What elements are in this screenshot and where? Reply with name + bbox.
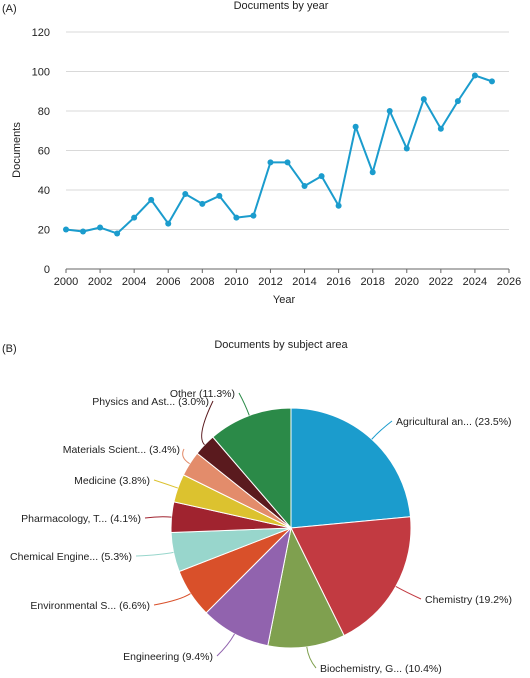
pie-slice-label: Chemical Engine... (5.3%)	[10, 551, 132, 563]
data-point	[131, 214, 138, 221]
x-tick-label: 2000	[54, 276, 78, 288]
data-point	[250, 212, 257, 219]
pie-slice-label: Chemistry (19.2%)	[425, 594, 512, 606]
x-tick-label: 2004	[122, 276, 146, 288]
panel-a-label: (A)	[2, 3, 17, 15]
x-tick-label: 2002	[88, 276, 112, 288]
data-point	[267, 159, 274, 166]
pie-chart-title: Documents by subject area	[214, 339, 348, 351]
y-tick-label: 0	[44, 264, 50, 276]
leader-line	[371, 420, 393, 440]
pie-slice-label: Pharmacology, T... (4.1%)	[21, 513, 141, 525]
y-tick-label: 20	[38, 225, 50, 237]
leader-line	[153, 479, 179, 489]
y-tick-label: 120	[32, 27, 50, 39]
data-point	[233, 214, 240, 221]
data-point	[488, 78, 495, 85]
leader-line	[135, 551, 174, 557]
data-point	[403, 145, 410, 152]
data-point	[335, 202, 342, 209]
leader-line	[306, 646, 317, 669]
data-point	[182, 190, 189, 197]
line-chart-x-ticks: 2000 2002 2004 2006 2008 2010 2012 2014 2016 2018…	[54, 269, 521, 288]
pie-slice-label: Other (11.3%)	[170, 388, 235, 400]
data-point	[216, 192, 223, 199]
data-point	[437, 125, 444, 132]
data-point	[148, 196, 155, 203]
data-point	[284, 159, 291, 166]
x-tick-label: 2008	[190, 276, 214, 288]
line-chart-title: Documents by year	[234, 0, 329, 12]
x-tick-label: 2026	[497, 276, 521, 288]
data-point	[454, 98, 461, 105]
line-chart-y-axis-label: Documents	[11, 122, 23, 178]
data-point	[318, 173, 325, 180]
x-tick-label: 2018	[360, 276, 384, 288]
pie-slice-label: Medicine (3.8%)	[74, 475, 150, 487]
data-point	[471, 72, 478, 79]
data-point	[386, 108, 393, 114]
data-point	[420, 96, 427, 103]
x-tick-label: 2016	[326, 276, 350, 288]
x-tick-label: 2022	[429, 276, 453, 288]
pie-slice	[290, 516, 412, 637]
y-tick-label: 40	[38, 185, 50, 197]
pie-slice-label: Engineering (9.4%)	[123, 651, 213, 663]
line-chart-grid	[66, 31, 509, 270]
data-point	[80, 228, 87, 235]
y-tick-label: 100	[32, 67, 50, 79]
x-tick-label: 2010	[224, 276, 248, 288]
leader-line	[216, 633, 235, 657]
x-tick-label: 2012	[258, 276, 282, 288]
pie-slice	[267, 526, 345, 649]
leader-line	[153, 593, 191, 606]
data-point	[301, 183, 308, 190]
data-point	[369, 169, 376, 176]
line-chart-x-axis-label: Year	[273, 294, 296, 306]
leader-line	[182, 448, 190, 465]
x-tick-label: 2006	[156, 276, 180, 288]
data-point	[165, 220, 172, 227]
data-point	[199, 200, 206, 207]
y-tick-label: 60	[38, 146, 50, 158]
pie-slice-label: Environmental S... (6.6%)	[30, 600, 150, 612]
pie-slice-label: Agricultural an... (23.5%)	[396, 416, 512, 428]
y-tick-label: 80	[38, 106, 50, 118]
x-tick-label: 2014	[292, 276, 316, 288]
pie-slice	[212, 407, 292, 530]
pie-slice-label: Materials Scient... (3.4%)	[63, 444, 180, 456]
pie-chart: Agricultural an... (23.5%) Chemistry (19.…	[10, 388, 512, 675]
leader-line	[238, 392, 250, 416]
x-tick-label: 2020	[395, 276, 419, 288]
leader-line	[201, 400, 214, 446]
leader-line	[395, 586, 422, 600]
pie-slice-label: Physics and Ast... (3.0%)	[92, 396, 209, 408]
data-point	[97, 224, 104, 231]
series-line	[65, 74, 493, 235]
data-point	[352, 123, 359, 130]
pie-slice	[290, 407, 412, 529]
line-chart-series	[63, 72, 495, 237]
line-chart-y-ticks: 0 20 40 60 80 100 120	[32, 27, 50, 276]
data-point	[63, 226, 69, 233]
leader-line	[144, 516, 172, 519]
data-point	[114, 230, 121, 237]
x-tick-label: 2024	[463, 276, 487, 288]
panel-b-label: (B)	[2, 343, 17, 355]
pie-slice-label: Biochemistry, G... (10.4%)	[320, 663, 442, 675]
